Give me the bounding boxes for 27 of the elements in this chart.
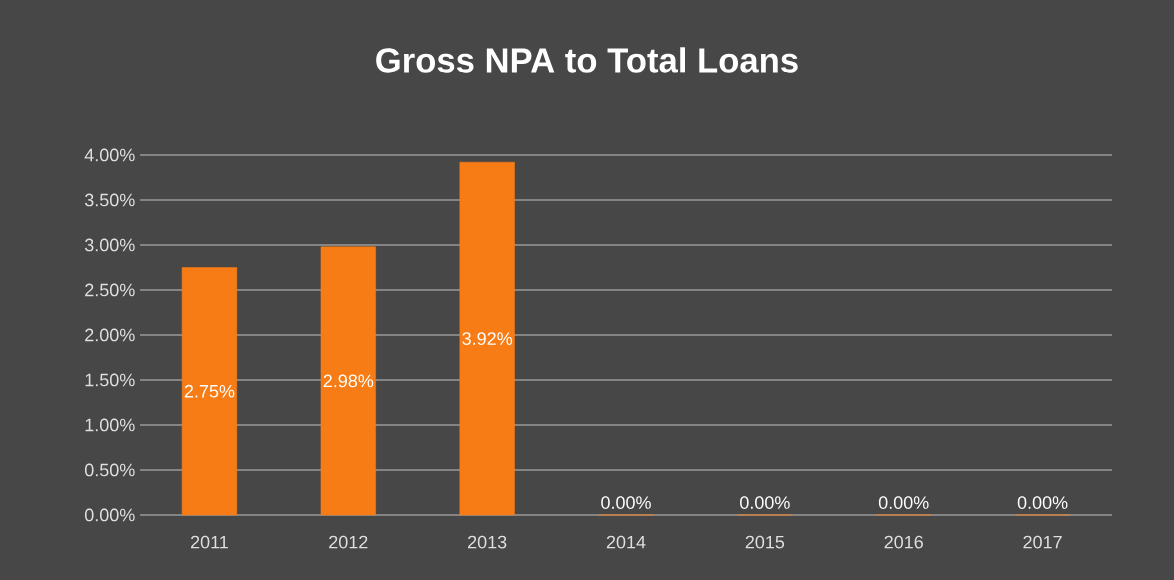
- x-tick-label: 2014: [606, 535, 646, 549]
- y-tick-label: 2.50%: [85, 283, 135, 297]
- y-tick-label: 0.00%: [84, 508, 135, 522]
- x-tick-label: 2011: [190, 535, 228, 549]
- y-tick-label: 1.00%: [85, 418, 135, 432]
- data-label: 2.75%: [184, 384, 235, 398]
- data-label: 0.00%: [1017, 496, 1068, 509]
- data-label: 0.00%: [740, 496, 790, 509]
- data-label: 0.00%: [601, 496, 651, 509]
- bar: [181, 267, 238, 516]
- bar: [459, 161, 515, 516]
- x-tick-label: 2017: [1023, 535, 1062, 549]
- y-tick-label: 3.00%: [84, 238, 135, 252]
- y-tick-label: 1.50%: [85, 373, 135, 387]
- x-tick-label: 2015: [745, 535, 785, 549]
- data-label: 0.00%: [878, 496, 929, 509]
- data-label: 2.98%: [323, 374, 374, 388]
- y-tick-label: 3.50%: [84, 193, 135, 207]
- data-label: 3.92%: [462, 332, 513, 345]
- x-tick-label: 2016: [884, 535, 923, 549]
- bar: [320, 246, 376, 516]
- y-tick-label: 2.00%: [85, 328, 135, 342]
- x-tick-label: 2012: [329, 535, 368, 549]
- chart-title: Gross NPA to Total Loans: [376, 47, 798, 73]
- x-tick-label: 2013: [468, 535, 507, 549]
- y-tick-label: 4.00%: [84, 148, 135, 162]
- y-tick-label: 0.50%: [84, 463, 135, 477]
